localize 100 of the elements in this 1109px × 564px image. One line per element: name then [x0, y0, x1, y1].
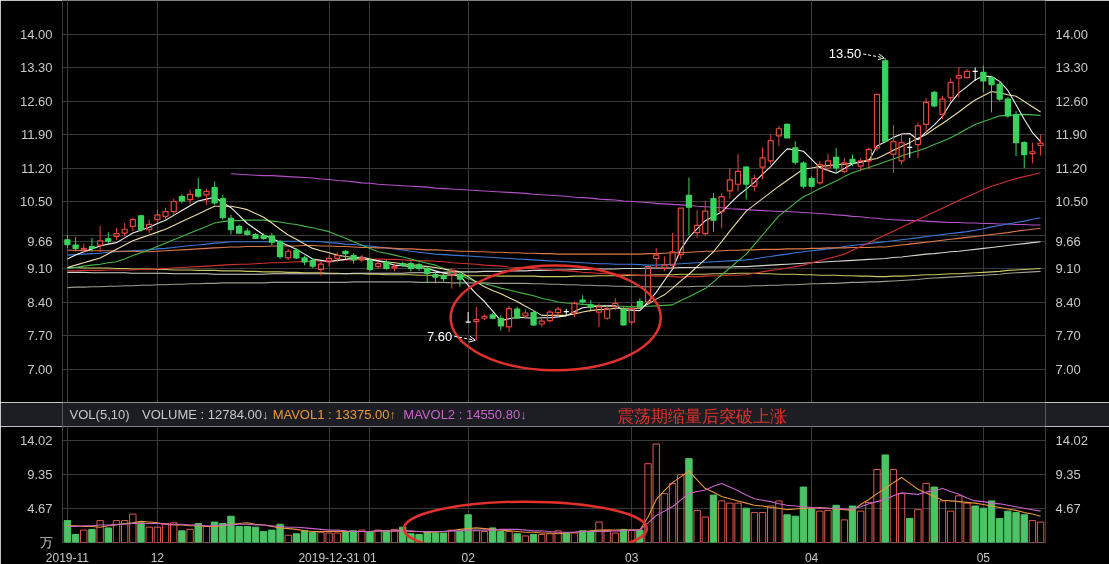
candlestick [448, 268, 455, 290]
candlestick [693, 209, 701, 239]
y-tick-label: 7.70 [27, 328, 53, 343]
text: 震荡期缩量后突破上涨 [616, 405, 787, 426]
candlestick [1021, 140, 1028, 169]
y2-tick-label: 12.60 [1055, 93, 1089, 109]
candlestick [726, 167, 733, 200]
candlestick [195, 177, 202, 199]
y-tick-label: 9.66 [27, 234, 53, 250]
bar [202, 525, 211, 543]
x-tick-label: 2019-12-31 [298, 550, 361, 564]
y-tick-label: 13.30 [19, 60, 53, 75]
bar [742, 507, 750, 543]
annotation: 7.60 [427, 328, 453, 344]
candlestick [203, 188, 210, 206]
chart-title: VOL(5,10) [69, 407, 130, 422]
bar [685, 458, 693, 543]
bar [104, 527, 112, 543]
candlestick [661, 256, 668, 272]
y-tick-label: 14.00 [19, 26, 53, 42]
candlestick [677, 207, 684, 260]
candlestick [710, 192, 717, 233]
candlestick [276, 239, 284, 260]
bar [374, 529, 382, 543]
candlestick [833, 147, 840, 174]
bar [832, 504, 840, 543]
bar [505, 531, 513, 543]
candlestick [1004, 96, 1012, 119]
candlestick [1029, 142, 1036, 164]
candlestick [743, 165, 750, 201]
candlestick [996, 80, 1003, 102]
y-tick-label: 12.60 [19, 93, 53, 109]
bar [529, 533, 538, 543]
y2-tick-label: 9.66 [1055, 234, 1081, 250]
y-tick-label: 11.20 [20, 160, 53, 176]
candlestick [317, 260, 325, 277]
line-series [66, 270, 1042, 289]
y2-tick-label: 10.50 [1055, 194, 1089, 209]
x-tick-label: 01 [363, 550, 377, 564]
y2-tick-label: 4.67 [1055, 500, 1081, 516]
line-series [230, 173, 1042, 226]
line-series [66, 482, 1042, 533]
x-tick-label: 03 [625, 550, 639, 564]
y-tick-label: 14.02 [19, 432, 53, 448]
x-tick-label: 05 [976, 550, 991, 564]
candlestick [620, 306, 627, 326]
bar [570, 532, 579, 543]
bar [513, 533, 521, 543]
candlestick [775, 125, 783, 147]
annotation: 13.50 [828, 46, 862, 62]
bar [881, 454, 889, 543]
y2-tick-label: 13.30 [1055, 60, 1089, 75]
candlestick [767, 134, 774, 166]
x-tick-label: 02 [461, 550, 476, 564]
text: MAVOL2 : 14550.80↓ [403, 407, 527, 422]
candlestick [653, 247, 660, 269]
y2-tick-label: 9.10 [1055, 261, 1081, 276]
candlestick [546, 309, 554, 324]
y-tick-label: 万 [39, 535, 53, 550]
candlestick [873, 93, 881, 152]
bar [390, 528, 399, 543]
candlestick [88, 237, 96, 252]
bar [930, 486, 938, 543]
bar [906, 517, 914, 543]
y2-tick-label: 14.00 [1055, 26, 1089, 42]
candlestick [96, 225, 104, 253]
bar [358, 529, 366, 543]
candlestick [955, 66, 962, 99]
candlestick [922, 97, 930, 134]
y-tick-label: 8.40 [27, 294, 53, 310]
y-tick-label: 9.10 [27, 261, 53, 276]
y2-tick-label: 8.40 [1055, 294, 1081, 310]
candlestick [456, 270, 464, 288]
bar [840, 519, 849, 543]
y-tick-label: 4.67 [27, 500, 53, 516]
bar [382, 531, 391, 543]
y-tick-label: 9.35 [27, 466, 53, 482]
chart-subtitle: VOLUME : 12784.00↓ [142, 407, 269, 422]
bar [80, 529, 88, 543]
candlestick [914, 122, 922, 159]
candlestick [759, 146, 766, 180]
y2-tick-label: 7.70 [1055, 328, 1081, 343]
y2-tick-label: 7.00 [1055, 361, 1081, 377]
candlestick [685, 177, 693, 236]
y2-tick-label: 14.02 [1055, 432, 1089, 448]
candlestick [1037, 134, 1044, 157]
bar [448, 529, 456, 543]
candlestick [792, 140, 799, 166]
bar [96, 520, 104, 543]
bar [366, 531, 374, 543]
y2-tick-label: 9.35 [1055, 466, 1081, 482]
y-tick-label: 7.00 [27, 361, 53, 377]
x-tick-label: 04 [804, 550, 819, 564]
y-tick-label: 10.50 [19, 194, 53, 209]
bar [628, 529, 636, 543]
x-tick-label: 2019-11 [45, 550, 90, 564]
text: MAVOL1 : 13375.00↑ [272, 407, 397, 422]
bar [521, 535, 530, 543]
candlestick [669, 232, 676, 269]
x-tick-label: 12 [150, 550, 165, 564]
